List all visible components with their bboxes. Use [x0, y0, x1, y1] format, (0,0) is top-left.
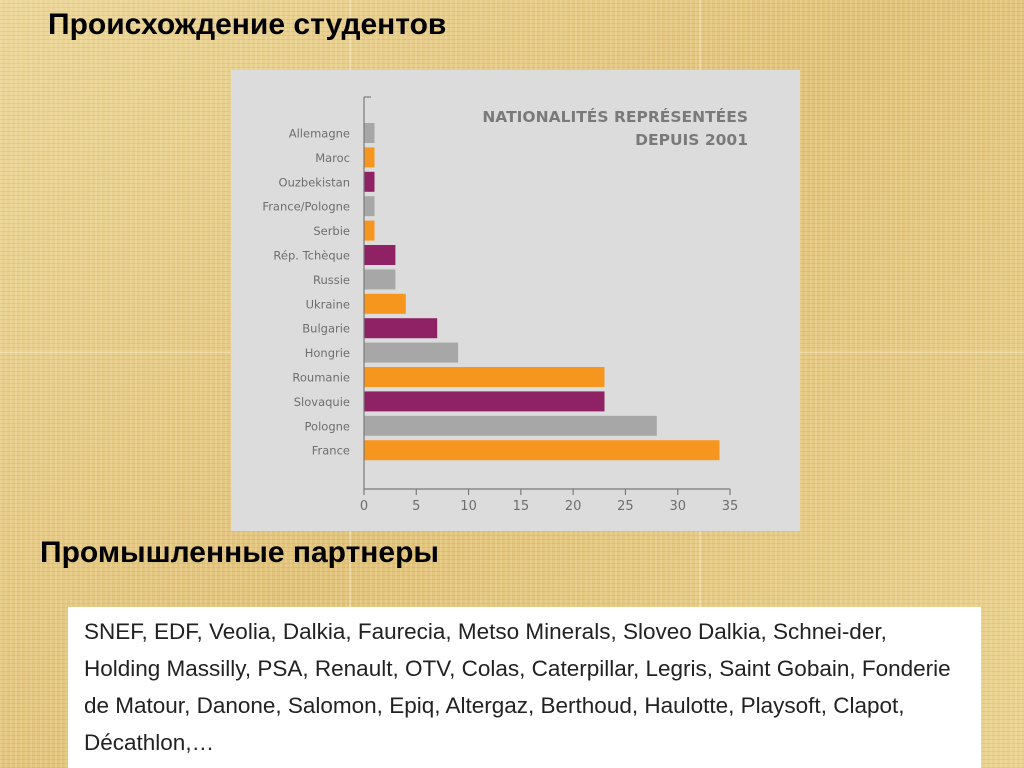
x-tick-label: 35 [722, 499, 739, 514]
category-label: Hongrie [305, 346, 350, 360]
x-tick-label: 10 [460, 499, 477, 514]
x-tick-label: 0 [360, 499, 368, 514]
bar [364, 342, 459, 363]
x-tick-label: 30 [669, 499, 686, 514]
bar [364, 171, 375, 192]
category-label: Serbie [313, 224, 350, 238]
category-label: Allemagne [289, 127, 350, 141]
partners-heading: Промышленные партнеры [40, 536, 440, 569]
category-labels: Allemagne Maroc Ouzbekistan France/Pologne S… [262, 127, 350, 458]
bar [364, 293, 406, 314]
category-label: Russie [313, 273, 350, 287]
chart-title: NATIONALITÉS REPRÉSENTÉES DEPUIS 2001 [482, 107, 748, 149]
chart-title-line: DEPUIS 2001 [635, 131, 748, 149]
x-tick-label: 20 [565, 499, 582, 514]
nationalities-chart: NATIONALITÉS REPRÉSENTÉES DEPUIS 2001 All… [231, 70, 800, 531]
chart-axes [363, 96, 731, 495]
category-label: Roumanie [292, 371, 350, 385]
category-label: France [312, 444, 350, 458]
bar [364, 147, 375, 168]
bar [364, 318, 438, 339]
bar [364, 123, 375, 143]
x-tick-label: 25 [617, 499, 634, 514]
x-tick-label: 15 [513, 499, 530, 514]
chart-title-line: NATIONALITÉS REPRÉSENTÉES [482, 107, 748, 126]
bar [364, 391, 605, 412]
bar [364, 196, 375, 217]
category-label: France/Pologne [262, 200, 350, 214]
partners-box: SNEF, EDF, Veolia, Dalkia, Faurecia, Met… [68, 607, 981, 768]
category-label: Ouzbekistan [279, 175, 350, 189]
category-label: Rép. Tchèque [273, 249, 350, 263]
category-label: Bulgarie [302, 322, 350, 336]
bar [364, 269, 396, 290]
bar [364, 415, 657, 436]
category-label: Slovaquie [294, 395, 350, 409]
chart-bars [364, 123, 720, 461]
x-tick-label: 5 [412, 499, 420, 514]
page-title: Происхождение студентов [48, 8, 447, 41]
bar [364, 245, 396, 265]
category-label: Pologne [305, 419, 350, 433]
bar [364, 367, 605, 387]
category-label: Maroc [315, 151, 350, 165]
chart-canvas: NATIONALITÉS REPRÉSENTÉES DEPUIS 2001 All… [262, 96, 748, 514]
tick-labels: 0 5 10 15 20 25 30 35 [360, 499, 738, 514]
category-label: Ukraine [306, 297, 350, 311]
bar [364, 220, 375, 241]
partners-list: SNEF, EDF, Veolia, Dalkia, Faurecia, Met… [84, 619, 951, 755]
bar [364, 440, 720, 461]
